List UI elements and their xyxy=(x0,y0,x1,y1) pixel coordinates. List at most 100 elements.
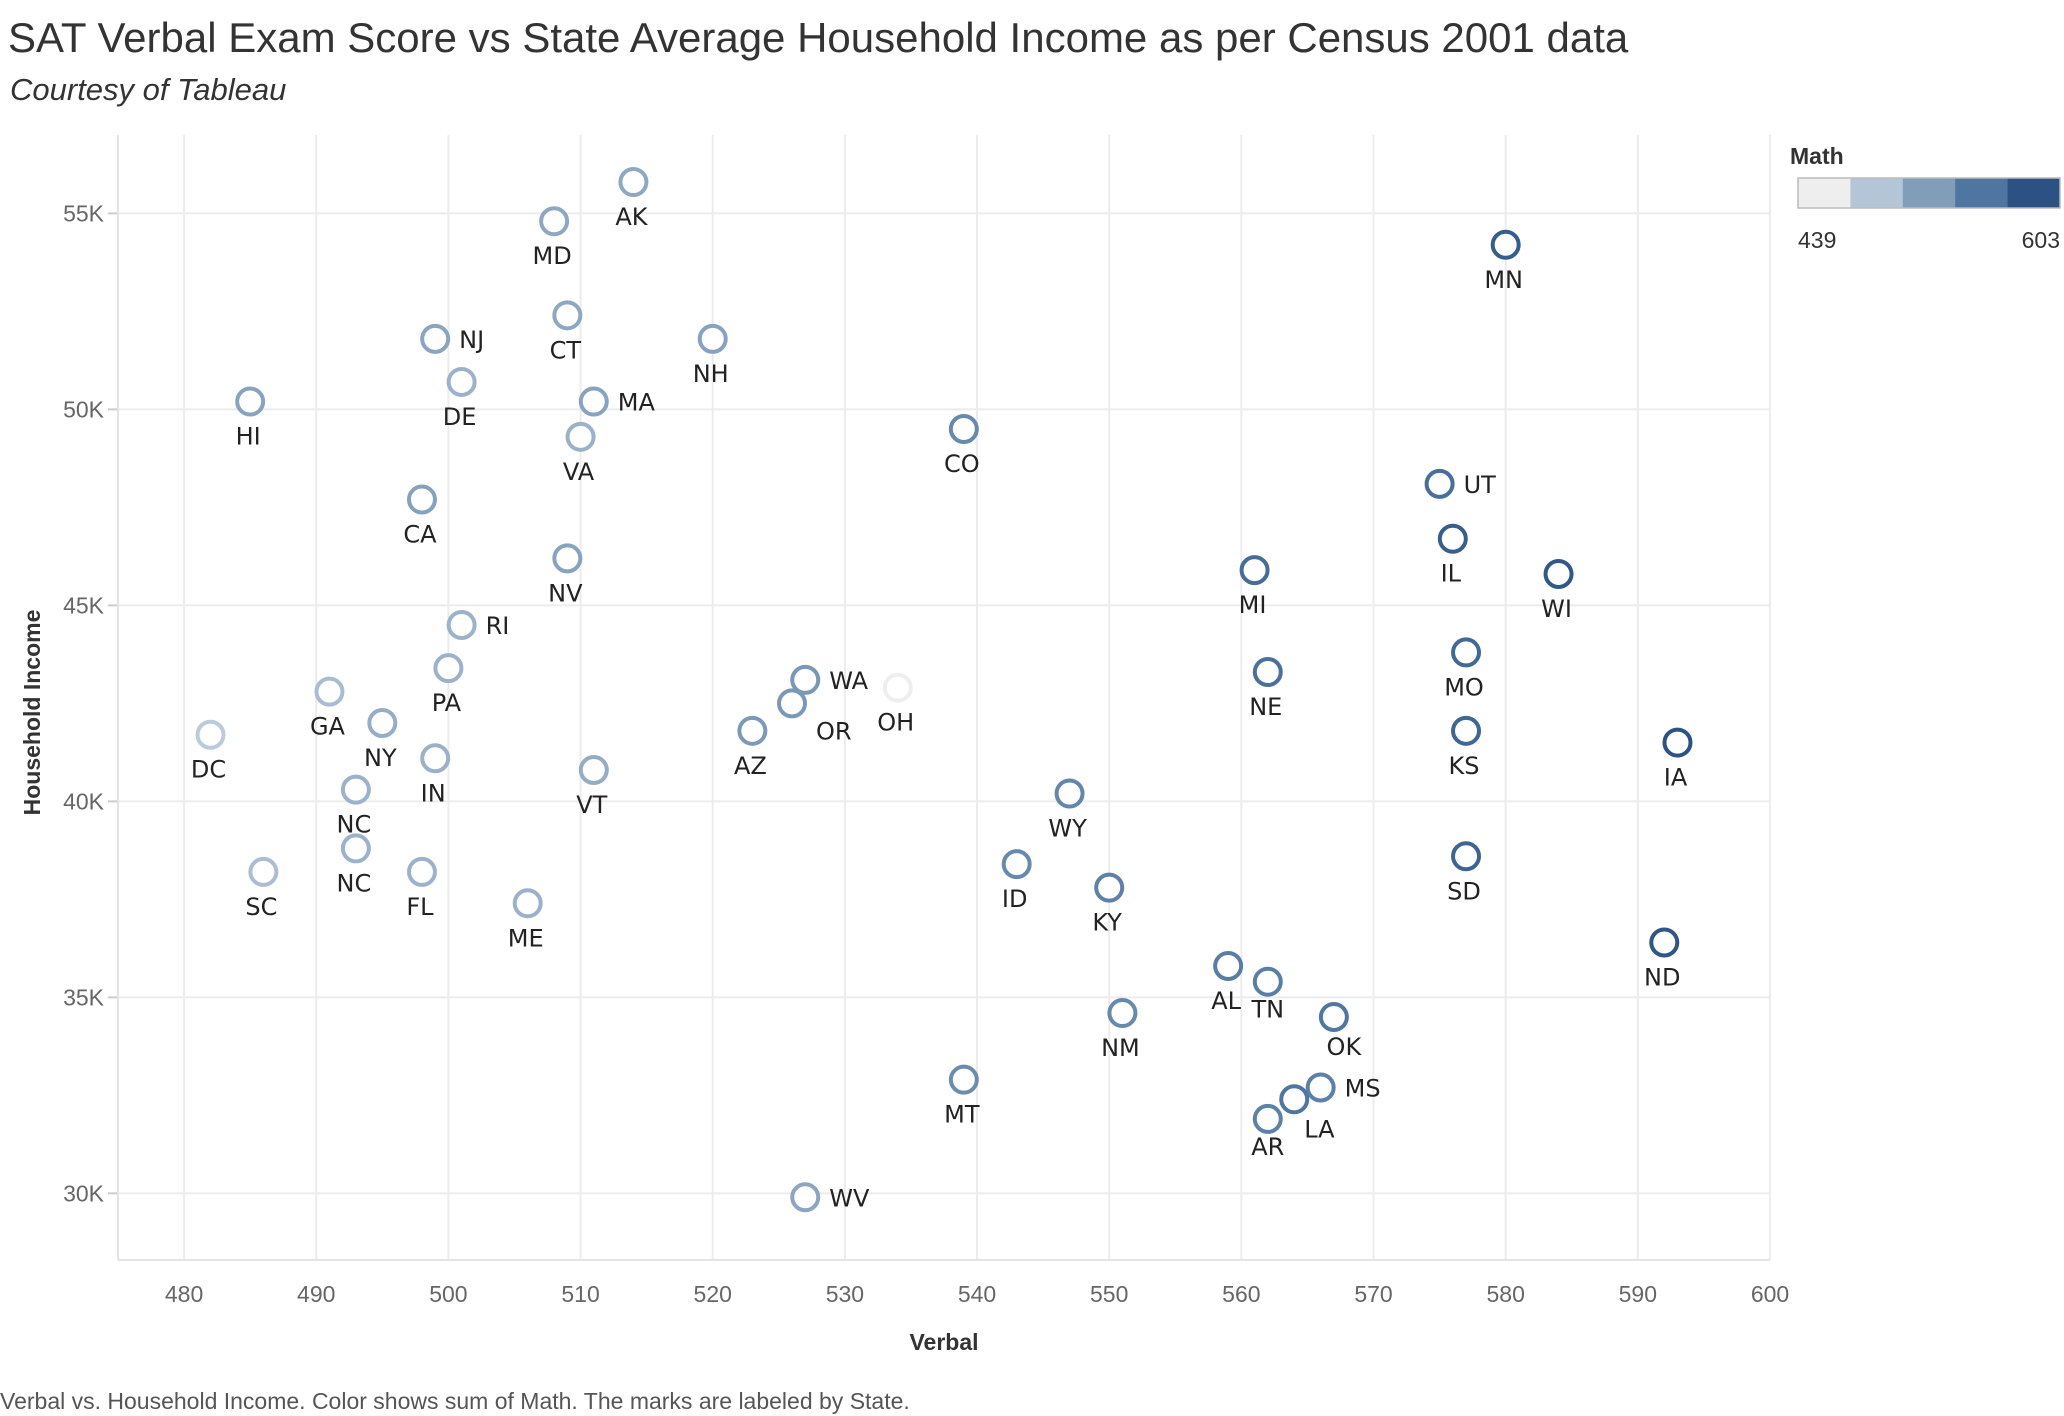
data-point[interactable]: NJ xyxy=(420,323,484,354)
data-point[interactable]: KS xyxy=(1449,715,1482,780)
data-point[interactable]: AK xyxy=(615,167,649,231)
data-point[interactable]: IA xyxy=(1662,727,1693,792)
point-marker[interactable] xyxy=(1279,1084,1310,1115)
point-marker[interactable] xyxy=(1305,1072,1336,1103)
point-marker[interactable] xyxy=(1107,998,1138,1029)
point-marker[interactable] xyxy=(248,856,279,887)
data-point[interactable]: CT xyxy=(550,300,583,364)
point-marker[interactable] xyxy=(446,366,477,397)
point-marker[interactable] xyxy=(790,664,821,695)
point-marker[interactable] xyxy=(1662,727,1693,758)
data-point[interactable]: ID xyxy=(1001,849,1032,913)
point-marker[interactable] xyxy=(512,888,543,919)
data-point[interactable]: HI xyxy=(235,386,266,451)
data-point[interactable]: SD xyxy=(1447,841,1482,905)
point-marker[interactable] xyxy=(446,609,477,640)
point-marker[interactable] xyxy=(948,413,979,444)
data-point[interactable]: WY xyxy=(1048,778,1087,843)
point-marker[interactable] xyxy=(565,421,596,452)
data-point[interactable]: LA xyxy=(1279,1084,1335,1143)
point-marker[interactable] xyxy=(1437,523,1468,554)
point-marker[interactable] xyxy=(420,743,451,774)
point-marker[interactable] xyxy=(1451,841,1482,872)
data-point[interactable]: NY xyxy=(364,707,398,772)
data-point[interactable]: KY xyxy=(1092,872,1125,937)
point-marker[interactable] xyxy=(777,688,808,719)
point-marker[interactable] xyxy=(1318,1001,1349,1032)
data-point[interactable]: NV xyxy=(548,543,583,607)
data-point[interactable]: VT xyxy=(576,755,609,819)
point-marker[interactable] xyxy=(578,755,609,786)
data-point[interactable]: ME xyxy=(508,888,544,952)
data-point[interactable]: MT xyxy=(944,1064,980,1129)
data-point[interactable]: AR xyxy=(1251,1103,1284,1161)
point-marker[interactable] xyxy=(578,386,609,417)
data-point[interactable]: AL xyxy=(1211,951,1244,1015)
point-marker[interactable] xyxy=(235,386,266,417)
data-point[interactable]: NC xyxy=(337,833,372,897)
point-marker[interactable] xyxy=(340,774,371,805)
data-point[interactable]: IN xyxy=(420,743,451,807)
data-point[interactable]: WV xyxy=(790,1182,870,1213)
point-marker[interactable] xyxy=(1252,966,1283,997)
data-point[interactable]: WA xyxy=(790,664,869,695)
data-point[interactable]: MO xyxy=(1444,637,1484,701)
data-point[interactable]: NM xyxy=(1101,998,1140,1062)
point-marker[interactable] xyxy=(1451,637,1482,668)
point-marker[interactable] xyxy=(406,856,437,887)
point-marker[interactable] xyxy=(790,1182,821,1213)
point-marker[interactable] xyxy=(314,676,345,707)
data-point[interactable]: WI xyxy=(1541,559,1574,623)
data-point[interactable]: OR xyxy=(777,688,852,745)
point-marker[interactable] xyxy=(433,653,464,684)
point-marker[interactable] xyxy=(1252,1103,1283,1134)
point-marker[interactable] xyxy=(552,543,583,574)
point-marker[interactable] xyxy=(420,323,451,354)
data-point[interactable]: MS xyxy=(1305,1072,1381,1103)
data-point[interactable]: MD xyxy=(533,206,572,270)
data-point[interactable]: TN xyxy=(1250,966,1284,1024)
data-point[interactable]: UT xyxy=(1424,468,1497,499)
point-marker[interactable] xyxy=(340,833,371,864)
point-marker[interactable] xyxy=(882,672,913,703)
data-point[interactable]: AZ xyxy=(734,715,768,780)
data-point[interactable]: NE xyxy=(1249,657,1283,721)
point-marker[interactable] xyxy=(1213,951,1244,982)
data-point[interactable]: PA xyxy=(432,653,464,717)
point-marker[interactable] xyxy=(1054,778,1085,809)
data-point[interactable]: RI xyxy=(446,609,510,640)
point-marker[interactable] xyxy=(697,323,728,354)
point-marker[interactable] xyxy=(1543,559,1574,590)
point-marker[interactable] xyxy=(539,206,570,237)
point-marker[interactable] xyxy=(367,707,398,738)
point-marker[interactable] xyxy=(1252,657,1283,688)
point-marker[interactable] xyxy=(1451,715,1482,746)
data-point[interactable]: DC xyxy=(191,719,226,784)
data-point[interactable]: NC xyxy=(337,774,372,839)
data-point[interactable]: ND xyxy=(1644,927,1680,991)
data-point[interactable]: MN xyxy=(1484,229,1523,294)
point-marker[interactable] xyxy=(1239,555,1270,586)
data-point[interactable]: SC xyxy=(245,856,279,921)
data-point[interactable]: MI xyxy=(1239,555,1270,619)
data-point[interactable]: OH xyxy=(877,672,914,737)
data-point[interactable]: FL xyxy=(406,856,437,921)
point-marker[interactable] xyxy=(1094,872,1125,903)
data-point[interactable]: MA xyxy=(578,386,656,417)
point-marker[interactable] xyxy=(1649,927,1680,958)
data-point[interactable]: GA xyxy=(310,676,346,741)
point-marker[interactable] xyxy=(195,719,226,750)
data-point[interactable]: OK xyxy=(1318,1001,1363,1061)
point-marker[interactable] xyxy=(1424,468,1455,499)
data-point[interactable]: VA xyxy=(563,421,596,486)
data-point[interactable]: IL xyxy=(1437,523,1468,588)
point-marker[interactable] xyxy=(948,1064,979,1095)
point-marker[interactable] xyxy=(618,167,649,198)
point-marker[interactable] xyxy=(406,484,437,515)
data-point[interactable]: CA xyxy=(403,484,437,549)
data-point[interactable]: DE xyxy=(443,366,477,431)
point-marker[interactable] xyxy=(1490,229,1521,260)
data-point[interactable]: CO xyxy=(944,413,980,478)
data-point[interactable]: NH xyxy=(693,323,729,388)
point-marker[interactable] xyxy=(737,715,768,746)
